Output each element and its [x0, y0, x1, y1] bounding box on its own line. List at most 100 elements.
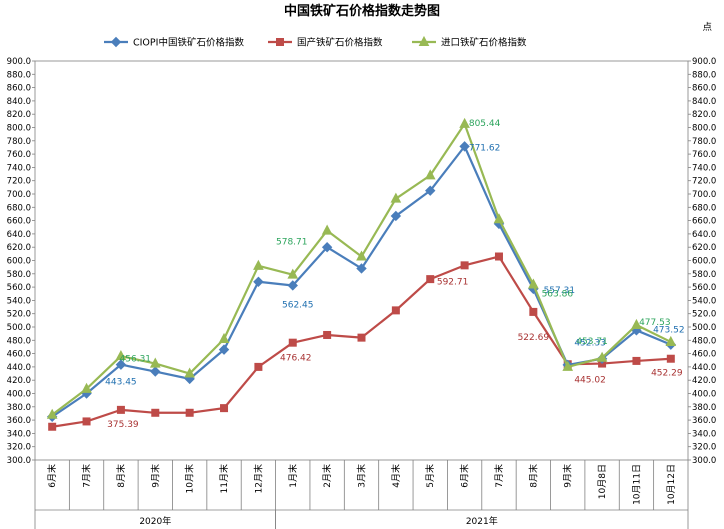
legend-label: CIOPI中国铁矿石价格指数 [133, 37, 244, 49]
point-marker-triangle [184, 367, 195, 378]
point-marker-triangle [149, 357, 161, 368]
y-tick-label-right: 580.0 [692, 270, 716, 280]
y-tick-label-left: 820.0 [7, 110, 31, 120]
y-tick-label-right: 440.0 [692, 363, 716, 373]
y-tick-label-right: 520.0 [692, 310, 716, 320]
point-marker-diamond [150, 366, 161, 377]
point-marker-triangle [321, 224, 333, 235]
y-tick-label-right: 400.0 [692, 390, 716, 400]
y-axis-left: 300.0 320.0 340.0 360.0 380.0 400.0 420.0 440.0… [7, 57, 35, 466]
data-label: 375.39 [107, 420, 139, 430]
chart-title: 中国铁矿石价格指数走势图 [284, 3, 440, 19]
x-tick-label: 7月末 [493, 464, 505, 488]
point-marker-diamond [110, 36, 122, 48]
y-tick-label-right: 740.0 [692, 163, 716, 173]
x-tick-label: 8月末 [115, 464, 127, 488]
point-marker-square [82, 417, 91, 426]
y-tick-label-left: 620.0 [7, 243, 31, 253]
y-tick-label-left: 580.0 [7, 270, 31, 280]
series-group [46, 117, 677, 431]
y-tick-label-left: 860.0 [7, 84, 31, 94]
y-tick-label-right: 360.0 [692, 416, 716, 426]
data-label: 473.52 [653, 326, 685, 336]
data-label: 578.71 [276, 238, 308, 248]
point-marker-diamond [253, 276, 264, 287]
y-tick-label-right: 540.0 [692, 296, 716, 306]
y-tick-label-right: 780.0 [692, 137, 716, 147]
point-marker-triangle [46, 408, 58, 419]
y-tick-label-left: 760.0 [7, 150, 31, 160]
x-tick-label: 1月末 [287, 464, 299, 488]
point-marker-triangle [218, 332, 230, 343]
data-labels: 443.45 562.45 771.62 557.31 452.33 473.52 375.… [105, 119, 684, 430]
point-marker-square [220, 404, 229, 413]
x-tick-label: 10月12日 [666, 464, 677, 505]
y-tick-label-left: 660.0 [7, 217, 31, 227]
unit-label: 点 [702, 22, 712, 33]
data-label: 562.45 [282, 300, 314, 310]
y-tick-label-right: 480.0 [692, 336, 716, 346]
data-label: 563.86 [542, 290, 574, 300]
y-tick-label-left: 480.0 [7, 336, 31, 346]
point-marker-diamond [459, 141, 470, 152]
point-marker-triangle [631, 318, 642, 330]
y-tick-label-right: 680.0 [692, 203, 716, 213]
y-tick-label-left: 680.0 [7, 203, 31, 213]
point-marker-triangle [287, 268, 299, 279]
point-marker-diamond [321, 241, 333, 253]
y-tick-label-left: 700.0 [7, 190, 31, 200]
point-marker-square [323, 330, 332, 339]
y-tick-label-right: 460.0 [692, 350, 716, 360]
y-tick-label-left: 900.0 [7, 57, 31, 67]
point-marker-square [632, 356, 641, 365]
x-tick-label: 12月末 [252, 464, 264, 493]
y-tick-label-right: 500.0 [692, 323, 716, 333]
point-marker-diamond [218, 344, 230, 355]
y-tick-label-right: 660.0 [692, 217, 716, 227]
x-tick-label: 5月末 [424, 464, 436, 488]
y-tick-label-left: 640.0 [7, 230, 31, 240]
point-marker-square [48, 422, 57, 431]
point-marker-square [666, 354, 675, 363]
point-marker-square [276, 38, 284, 46]
point-marker-triangle [115, 349, 127, 361]
x-tick-label: 10月8日 [597, 464, 608, 499]
y-tick-label-right: 620.0 [692, 243, 716, 253]
y-tick-label-right: 320.0 [692, 443, 716, 453]
y-tick-label-left: 840.0 [7, 97, 31, 107]
point-marker-square [151, 408, 160, 417]
y-tick-label-right: 880.0 [692, 70, 716, 80]
y-tick-label-right: 700.0 [692, 190, 716, 200]
point-marker-diamond [425, 185, 436, 196]
x-axis: 6月末 7月末 8月末 9月末 10月末 11月末 12月末 1月末 2月末 3月末 4月末 5月末 6… [34, 460, 689, 529]
point-marker-square [288, 338, 297, 347]
data-label: 592.71 [437, 277, 469, 287]
point-marker-triangle [253, 259, 264, 270]
x-tick-label: 6月末 [459, 464, 471, 488]
legend-label: 进口铁矿石价格指数 [441, 37, 527, 49]
y-tick-label-left: 340.0 [7, 429, 31, 439]
point-marker-square [494, 252, 503, 261]
data-label: 445.02 [574, 376, 606, 386]
x-tick-label: 3月末 [356, 464, 368, 488]
x-tick-label: 10月11日 [631, 464, 642, 505]
data-label: 453.71 [576, 337, 608, 347]
point-marker-square [185, 408, 194, 417]
y-tick-label-left: 400.0 [7, 390, 31, 400]
point-marker-triangle [562, 360, 574, 371]
y-tick-label-right: 820.0 [692, 110, 716, 120]
point-marker-diamond [356, 263, 367, 274]
y-tick-label-right: 380.0 [692, 403, 716, 413]
point-marker-square [254, 362, 263, 371]
y-tick-label-right: 840.0 [692, 97, 716, 107]
legend: CIOPI中国铁矿石价格指数 国产铁矿石价格指数 进口铁矿石价格指数 [104, 35, 527, 49]
point-marker-triangle [459, 117, 470, 128]
point-marker-diamond [115, 359, 127, 370]
point-marker-square [391, 306, 400, 315]
x-tick-label: 8月末 [527, 464, 539, 488]
x-tick-label: 9月末 [562, 464, 574, 488]
y-tick-label-left: 520.0 [7, 310, 31, 320]
y-tick-label-right: 560.0 [692, 283, 716, 293]
data-label: 452.29 [651, 369, 683, 379]
